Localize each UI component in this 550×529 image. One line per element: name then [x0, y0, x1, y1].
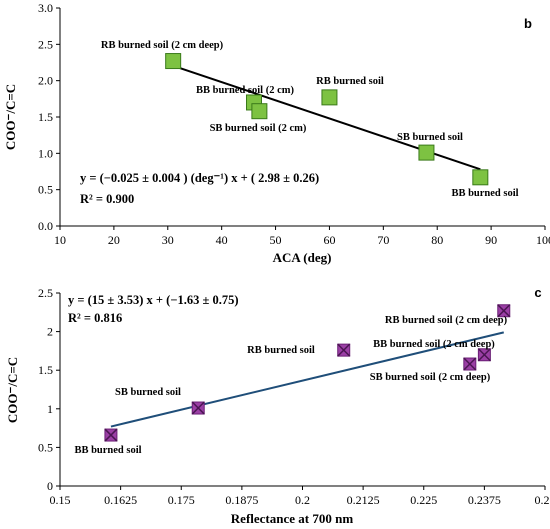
x-tick-label: 50	[270, 233, 282, 247]
x-tick-label: 0.15	[50, 493, 71, 507]
regression-equation: y = (−0.025 ± 0.004 ) (deg⁻¹) x + ( 2.98…	[80, 171, 319, 185]
cross-mark	[104, 428, 118, 442]
cross-mark	[463, 357, 477, 371]
y-tick-label: 0	[47, 479, 53, 493]
panel-label: b	[524, 16, 532, 31]
y-tick-label: 2.5	[38, 37, 53, 51]
point-label: BB burned soil	[74, 445, 141, 456]
x-tick-label: 0.1875	[225, 493, 258, 507]
x-tick-label: 20	[108, 233, 120, 247]
data-point	[477, 348, 491, 362]
x-tick-label: 0.2375	[468, 493, 501, 507]
x-tick-label: 80	[431, 233, 443, 247]
x-tick-label: 40	[216, 233, 228, 247]
point-label: BB burned soil (2 cm)	[196, 85, 295, 96]
cross-mark	[497, 304, 511, 318]
panel-label: c	[534, 285, 541, 300]
data-point	[251, 103, 268, 120]
y-axis-label: COO⁻/C=C	[3, 84, 18, 150]
point-label: RB burned soil (2 cm deep)	[101, 40, 224, 51]
r-squared: R² = 0.900	[80, 192, 134, 206]
point-label: BB burned soil (2 cm deep)	[373, 339, 495, 350]
x-tick-label: 0.175	[168, 493, 195, 507]
point-label: SB burned soil (2 cm deep)	[370, 372, 491, 383]
data-point	[104, 428, 118, 442]
r-squared: R² = 0.816	[68, 311, 122, 325]
data-point	[497, 304, 511, 318]
x-tick-label: 60	[323, 233, 335, 247]
x-tick-label: 90	[485, 233, 497, 247]
x-tick-label: 100	[536, 233, 550, 247]
x-axis-label: Reflectance at 700 nm	[231, 511, 354, 526]
y-tick-label: 2	[47, 325, 53, 339]
point-label: RB burned soil (2 cm deep)	[385, 315, 508, 326]
point-label: RB burned soil	[247, 345, 315, 356]
data-point	[337, 343, 351, 357]
x-tick-label: 0.2125	[347, 493, 380, 507]
cross-mark	[337, 343, 351, 357]
data-point	[463, 357, 477, 371]
x-tick-label: 0.25	[535, 493, 550, 507]
point-label: SB burned soil	[397, 132, 463, 143]
y-tick-label: 1.5	[38, 363, 53, 377]
square-marker	[418, 144, 435, 161]
x-tick-label: 0.1625	[104, 493, 137, 507]
x-tick-label: 10	[54, 233, 66, 247]
x-tick-label: 0.225	[410, 493, 437, 507]
chart-c: 0 0.5 1 1.5 2 2.5 0.15 0.1625 0.175 0.1875 0.2 0.21…	[5, 285, 550, 526]
square-marker	[321, 89, 338, 106]
y-tick-label: 2.5	[38, 286, 53, 300]
x-tick-label: 70	[377, 233, 389, 247]
data-point	[418, 144, 435, 161]
square-marker	[472, 169, 489, 186]
y-tick-label: 3.0	[38, 1, 53, 15]
y-tick-label: 0.0	[38, 219, 53, 233]
regression-equation: y = (15 ± 3.53) x + (−1.63 ± 0.75)	[68, 293, 239, 307]
data-point	[165, 53, 182, 70]
point-label: SB burned soil (2 cm)	[210, 123, 307, 134]
x-tick-label: 0.2	[295, 493, 310, 507]
cross-mark	[191, 401, 205, 415]
data-point	[472, 169, 489, 186]
y-tick-label: 1.0	[38, 146, 53, 160]
y-tick-label: 1.5	[38, 110, 53, 124]
y-tick-label: 0.5	[38, 440, 53, 454]
point-label: SB burned soil	[115, 387, 181, 398]
y-tick-label: 0.5	[38, 183, 53, 197]
square-marker	[165, 53, 182, 70]
data-point	[321, 89, 338, 106]
y-tick-label: 1	[47, 402, 53, 416]
trend-line	[110, 331, 505, 428]
x-axis-label: ACA (deg)	[273, 250, 332, 265]
square-marker	[251, 103, 268, 120]
point-label: BB burned soil	[451, 188, 518, 199]
chart-b: 0.0 0.5 1.0 1.5 2.0 2.5 3.0 10 20 30 40 50 60 70 80 90 1…	[3, 1, 550, 265]
cross-mark	[477, 348, 491, 362]
y-axis-label: COO⁻/C=C	[5, 357, 20, 423]
data-point	[191, 401, 205, 415]
point-label: RB burned soil	[316, 76, 384, 87]
y-tick-label: 2.0	[38, 74, 53, 88]
x-tick-label: 30	[162, 233, 174, 247]
